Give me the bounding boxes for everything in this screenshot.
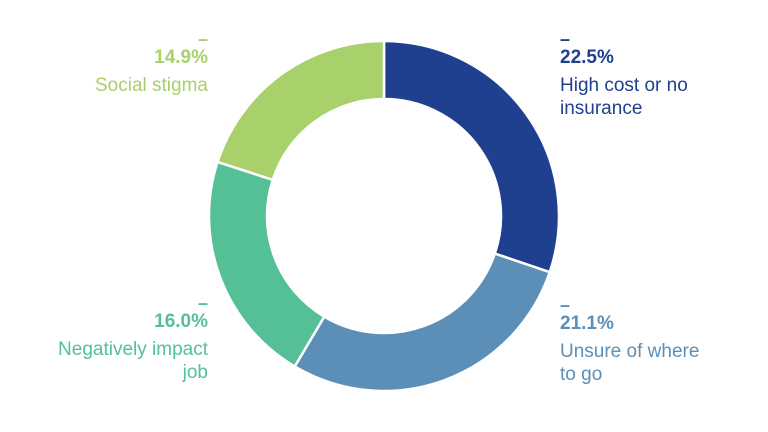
label-percent: 21.1% xyxy=(560,313,614,334)
label-unsure: – 21.1% Unsure of where to go xyxy=(560,295,720,386)
label-social-stigma: – 14.9% Social stigma xyxy=(48,29,208,97)
label-dash: – xyxy=(197,293,208,313)
label-text: Unsure of where to go xyxy=(560,341,700,385)
slice-unsure-of-where-to-go xyxy=(292,251,552,393)
slice-social-stigma xyxy=(215,39,386,182)
label-percent: 14.9% xyxy=(154,47,208,68)
slice-negatively-impact-job xyxy=(207,160,327,369)
label-percent: 16.0% xyxy=(154,311,208,332)
label-text: Negatively impact job xyxy=(58,339,208,383)
label-text: High cost or no insurance xyxy=(560,75,688,119)
label-negative-job: – 16.0% Negatively impact job xyxy=(48,293,208,384)
label-high-cost: – 22.5% High cost or no insurance xyxy=(560,29,720,120)
label-text: Social stigma xyxy=(95,75,208,96)
label-dash: – xyxy=(197,29,208,49)
label-dash: – xyxy=(560,295,571,315)
label-percent: 22.5% xyxy=(560,47,614,68)
slice-high-cost-or-no-insurance xyxy=(382,39,561,274)
label-dash: – xyxy=(560,29,571,49)
